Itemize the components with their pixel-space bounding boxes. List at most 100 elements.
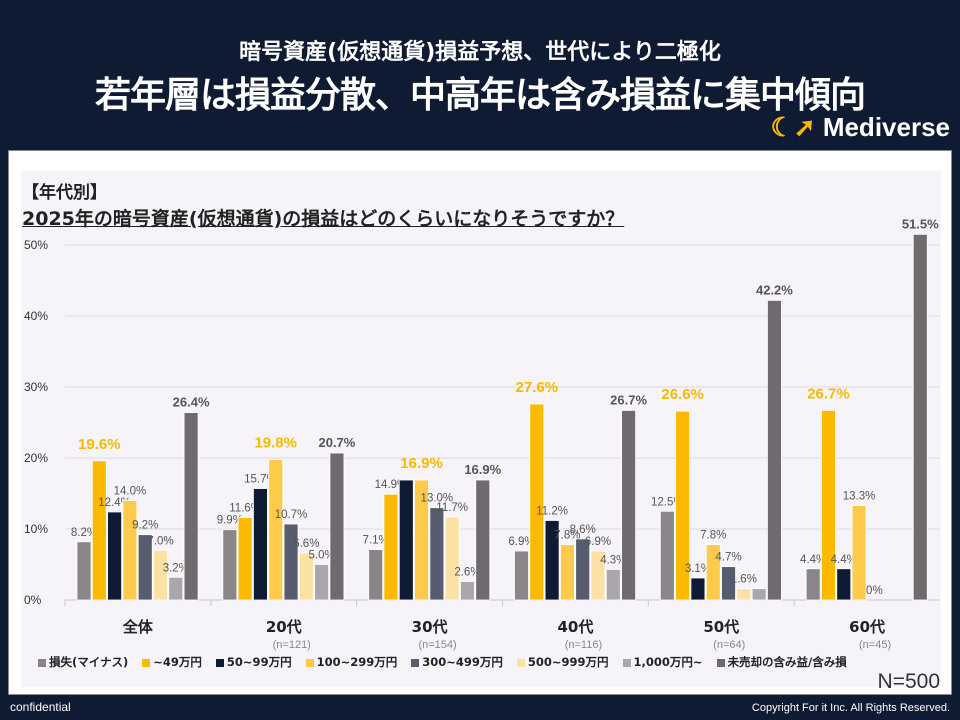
bar bbox=[329, 452, 345, 601]
category-label: 30代 bbox=[412, 618, 448, 636]
data-label: 19.8% bbox=[254, 434, 297, 451]
logo: ☾➚ Mediverse bbox=[770, 112, 950, 143]
chart-background bbox=[21, 171, 941, 687]
data-label: 2.6% bbox=[454, 567, 480, 579]
category-label: 20代 bbox=[266, 618, 302, 636]
bar bbox=[460, 581, 475, 601]
category-label: 40代 bbox=[557, 618, 593, 636]
bar bbox=[821, 410, 836, 601]
logo-text: Mediverse bbox=[822, 112, 950, 142]
bar bbox=[575, 538, 591, 601]
legend-label: 100~299万円 bbox=[316, 655, 398, 669]
bar bbox=[107, 511, 122, 601]
bar bbox=[851, 505, 867, 601]
data-label: 8.2% bbox=[71, 527, 97, 539]
data-label: 1.6% bbox=[731, 574, 757, 586]
category-n: (n=154) bbox=[418, 639, 456, 651]
y-tick-label: 30% bbox=[24, 380, 48, 394]
bar bbox=[705, 544, 721, 601]
y-tick-label: 10% bbox=[24, 522, 48, 536]
bar bbox=[514, 550, 529, 601]
legend: 損失(マイナス) ~49万円 50~99万円 100~299万円 300~499万円 50… bbox=[38, 654, 847, 670]
bar bbox=[429, 507, 445, 601]
data-label: 11.7% bbox=[436, 502, 468, 514]
bar bbox=[398, 479, 414, 601]
y-tick-label: 0% bbox=[24, 593, 42, 607]
chart-title: 2025年の暗号資産(仮想通貨)の損益はどのくらいになりそうですか？ bbox=[22, 208, 625, 230]
bar bbox=[544, 520, 560, 601]
confidential-label: confidential bbox=[10, 700, 71, 714]
data-label: 26.7% bbox=[807, 385, 850, 402]
legend-item: 500~999万円 bbox=[516, 654, 609, 670]
bar bbox=[91, 460, 107, 601]
bar bbox=[414, 479, 429, 601]
bar bbox=[767, 299, 782, 601]
legend-swatch bbox=[142, 658, 151, 667]
bar bbox=[475, 479, 491, 601]
bar bbox=[368, 549, 384, 601]
bar bbox=[690, 577, 706, 601]
category-n: (n=64) bbox=[713, 639, 745, 651]
data-label: 27.6% bbox=[516, 379, 559, 396]
data-label: 13.3% bbox=[843, 491, 876, 503]
bar bbox=[621, 410, 636, 601]
bar bbox=[283, 523, 299, 601]
section-label: 【年代別】 bbox=[22, 183, 107, 203]
data-label: 20.7% bbox=[318, 435, 355, 450]
data-label: 26.4% bbox=[173, 395, 210, 410]
legend-swatch bbox=[305, 658, 314, 667]
data-label: 5.0% bbox=[309, 550, 335, 562]
data-label: 7.0% bbox=[147, 535, 173, 547]
legend-label: 1,000万円~ bbox=[633, 655, 703, 669]
data-label: 19.6% bbox=[78, 436, 121, 453]
sample-size: N=500 bbox=[877, 670, 940, 693]
category-n: (n=45) bbox=[859, 639, 891, 651]
data-label: 7.8% bbox=[700, 530, 726, 542]
header-subtitle: 暗号資産(仮想通貨)損益予想、世代により二極化 bbox=[239, 40, 721, 65]
bar bbox=[183, 412, 199, 601]
legend-item: ~49万円 bbox=[142, 654, 202, 670]
data-label: 4.4% bbox=[800, 554, 826, 566]
bar bbox=[237, 517, 253, 601]
data-label: 7.1% bbox=[363, 535, 389, 547]
y-tick-label: 40% bbox=[24, 309, 48, 323]
data-label: 4.4% bbox=[831, 554, 857, 566]
bar bbox=[736, 588, 752, 601]
data-label: 42.2% bbox=[756, 282, 793, 297]
bar bbox=[675, 410, 691, 601]
bar bbox=[912, 233, 928, 601]
data-label: 16.9% bbox=[400, 455, 443, 472]
bar bbox=[76, 541, 92, 601]
legend-label: 50~99万円 bbox=[226, 655, 292, 669]
bar bbox=[444, 516, 460, 601]
chart-panel bbox=[8, 150, 952, 695]
legend-swatch bbox=[215, 658, 224, 667]
legend-label: 損失(マイナス) bbox=[49, 655, 129, 669]
copyright: Copyright For it Inc. All Rights Reserve… bbox=[751, 702, 950, 714]
legend-label: ~49万円 bbox=[153, 655, 202, 669]
legend-swatch bbox=[516, 658, 525, 667]
bar bbox=[268, 459, 284, 601]
bar bbox=[529, 403, 545, 601]
y-tick-label: 20% bbox=[24, 451, 48, 465]
data-label: 3.2% bbox=[163, 562, 189, 574]
bar bbox=[605, 569, 621, 601]
data-label: 11.2% bbox=[536, 505, 568, 517]
legend-swatch bbox=[411, 658, 420, 667]
bar bbox=[721, 566, 736, 601]
data-label: 8.6% bbox=[570, 524, 596, 536]
data-label: 6.6% bbox=[293, 538, 319, 550]
data-label: 10.7% bbox=[275, 509, 308, 521]
y-tick-label: 50% bbox=[24, 238, 48, 252]
data-label: 4.3% bbox=[600, 554, 626, 566]
data-label: 6.9% bbox=[508, 536, 534, 548]
data-label: 6.9% bbox=[585, 536, 611, 548]
bar bbox=[590, 550, 606, 601]
bar bbox=[383, 493, 399, 601]
bar bbox=[153, 549, 168, 601]
category-label: 50代 bbox=[703, 618, 739, 636]
data-label: 51.5% bbox=[902, 216, 939, 231]
data-label: 16.9% bbox=[464, 462, 501, 477]
bar bbox=[122, 500, 138, 601]
legend-item: 300~499万円 bbox=[411, 654, 503, 670]
